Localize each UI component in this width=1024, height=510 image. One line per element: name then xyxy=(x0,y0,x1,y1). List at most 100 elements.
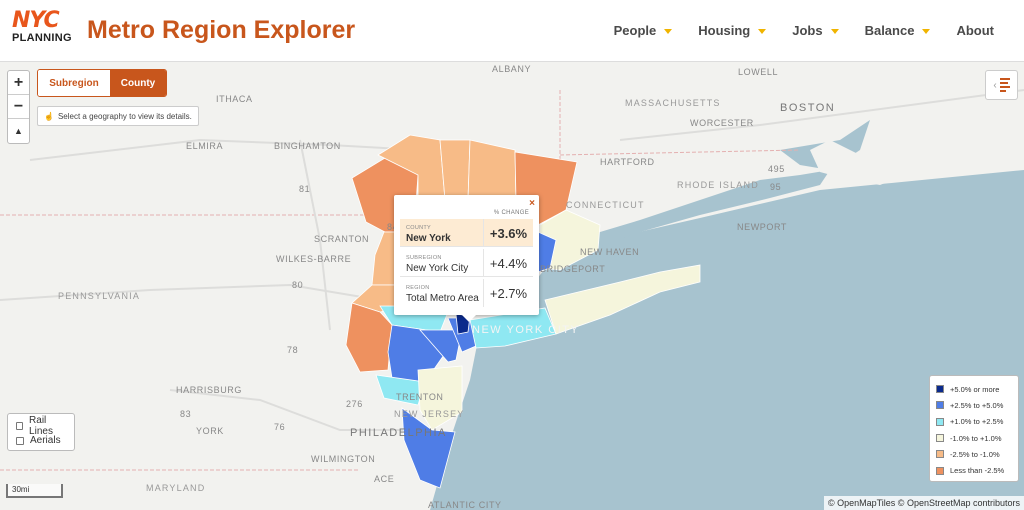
nav-balance-label: Balance xyxy=(864,23,915,38)
zoom-in-button[interactable]: + xyxy=(8,71,29,95)
label-new-york-city: NEW YORK CITY xyxy=(472,324,579,336)
app-header: NYC PLANNING Metro Region Explorer Peopl… xyxy=(0,0,1024,62)
map-attribution[interactable]: © OpenMapTiles © OpenStreetMap contribut… xyxy=(823,496,1024,510)
nav-jobs[interactable]: Jobs xyxy=(792,23,839,38)
nav-about[interactable]: About xyxy=(956,23,994,38)
zoom-out-button[interactable]: − xyxy=(8,95,29,119)
label-new-jersey: NEW JERSEY xyxy=(394,409,465,419)
label-philadelphia: PHILADELPHIA xyxy=(350,427,447,439)
label-elmira: ELMIRA xyxy=(186,141,223,151)
nav-about-label: About xyxy=(956,23,994,38)
label-scranton: SCRANTON xyxy=(314,234,369,244)
legend-swatch xyxy=(936,466,944,475)
county-choropleth xyxy=(345,134,701,489)
county-shape[interactable] xyxy=(544,264,701,335)
highway xyxy=(299,139,331,331)
popup-level: COUNTY xyxy=(406,225,432,231)
sidebar-toggle-button[interactable]: ‹ xyxy=(985,70,1018,100)
nav-housing-label: Housing xyxy=(698,23,751,38)
basemap: ALBANY ITHACA ELMIRA BINGHAMTON SCRANTON… xyxy=(0,64,1024,510)
layer-rail-lines[interactable]: Rail Lines xyxy=(16,415,66,437)
legend-label: +5.0% or more xyxy=(950,384,1000,394)
nav-people-label: People xyxy=(613,23,657,38)
legend-label: +1.0% to +2.5% xyxy=(950,417,1004,427)
close-icon[interactable]: × xyxy=(529,198,535,209)
label-pennsylvania: PENNSYLVANIA xyxy=(58,291,140,301)
label-binghamton: BINGHAMTON xyxy=(274,141,341,151)
checkbox[interactable] xyxy=(16,436,24,445)
county-shape[interactable] xyxy=(417,365,463,431)
road-shield: 84 xyxy=(387,222,398,232)
legend-item: -1.0% to +1.0% xyxy=(936,430,1012,446)
label-atlantic-city: ATLANTIC CITY xyxy=(428,500,502,510)
county-shape[interactable] xyxy=(401,407,456,489)
label-massachusetts: MASSACHUSETTS xyxy=(625,98,721,108)
checkbox[interactable] xyxy=(16,421,24,430)
nav-jobs-label: Jobs xyxy=(792,23,823,38)
nav-balance[interactable]: Balance xyxy=(865,23,931,38)
legend-item: +2.5% to +5.0% xyxy=(936,397,1012,413)
highway xyxy=(169,389,430,431)
label-harrisburg: HARRISBURG xyxy=(176,385,242,395)
compass-reset-button[interactable]: ▲ xyxy=(14,126,23,136)
label-lowell: LOWELL xyxy=(738,67,778,77)
county-shape[interactable] xyxy=(345,302,393,373)
legend-item: Less than -2.5% xyxy=(936,462,1012,478)
legend-label: +2.5% to +5.0% xyxy=(950,400,1004,410)
road-shield: 76 xyxy=(274,422,285,432)
popup-value: +3.6% xyxy=(483,219,533,247)
hint-text: Select a geography to view its details. xyxy=(57,111,192,121)
popup-name: New York City xyxy=(406,263,469,274)
label-ithaca: ITHACA xyxy=(216,94,253,104)
nav-people[interactable]: People xyxy=(614,23,673,38)
popup-name: Total Metro Area xyxy=(406,293,479,304)
nyc-planning-logo[interactable]: NYC PLANNING xyxy=(12,10,76,46)
road-shield: 83 xyxy=(180,409,191,419)
caret-down-icon xyxy=(830,28,839,34)
place-labels: ALBANY ITHACA ELMIRA BINGHAMTON SCRANTON… xyxy=(58,64,835,510)
legend-swatch xyxy=(936,385,944,394)
road-shield: 95 xyxy=(770,182,781,192)
road-shield: 81 xyxy=(299,184,310,194)
legend-label: -2.5% to -1.0% xyxy=(950,449,1000,459)
app-title[interactable]: Metro Region Explorer xyxy=(87,16,356,44)
road-shield: 276 xyxy=(346,399,363,409)
label-bridgeport: BRIDGEPORT xyxy=(540,264,605,274)
logo-nyc-text: NYC xyxy=(12,8,60,33)
selection-hint: ☝ Select a geography to view its details… xyxy=(37,106,199,126)
caret-down-icon xyxy=(664,28,673,34)
popup-row-county: COUNTY New York +3.6% xyxy=(400,219,533,247)
legend-swatch xyxy=(936,417,944,426)
label-york: YORK xyxy=(196,426,224,436)
county-shape[interactable] xyxy=(439,139,471,201)
label-wilmington: WILMINGTON xyxy=(311,454,375,464)
road-labels: 81 84 80 78 83 276 495 95 76 xyxy=(180,164,784,432)
popup-level: SUBREGION xyxy=(406,255,442,261)
label-wilkes-barre: WILKES-BARRE xyxy=(276,254,351,264)
toggle-subregion[interactable]: Subregion xyxy=(38,70,110,96)
county-shape[interactable] xyxy=(467,139,517,201)
popup-row-subregion: SUBREGION New York City +4.4% xyxy=(400,249,533,277)
nav-housing[interactable]: Housing xyxy=(698,23,767,38)
label-maryland: MARYLAND xyxy=(146,483,205,493)
chevron-left-icon: ‹ xyxy=(993,79,997,91)
popup-level: REGION xyxy=(406,285,430,291)
layer-label: Aerials xyxy=(30,435,61,446)
pointer-hand-icon: ☝ xyxy=(44,111,54,121)
label-worcester: WORCESTER xyxy=(690,118,754,128)
map-canvas[interactable]: ALBANY ITHACA ELMIRA BINGHAMTON SCRANTON… xyxy=(0,62,1024,510)
toggle-county[interactable]: County xyxy=(110,70,166,96)
legend-label: Less than -2.5% xyxy=(950,466,1005,476)
label-boston: BOSTON xyxy=(780,102,835,114)
label-connecticut: CONNECTICUT xyxy=(566,200,645,210)
legend-swatch xyxy=(936,401,944,410)
label-trenton: TRENTON xyxy=(396,392,444,402)
county-shape[interactable] xyxy=(375,374,426,406)
highway xyxy=(29,138,421,161)
legend-item: -2.5% to -1.0% xyxy=(936,446,1012,462)
county-shape[interactable] xyxy=(419,329,463,363)
popup-column-header: % CHANGE xyxy=(493,210,529,216)
caret-down-icon xyxy=(758,28,767,34)
highway xyxy=(619,89,1024,141)
layer-aerials[interactable]: Aerials xyxy=(16,433,66,448)
